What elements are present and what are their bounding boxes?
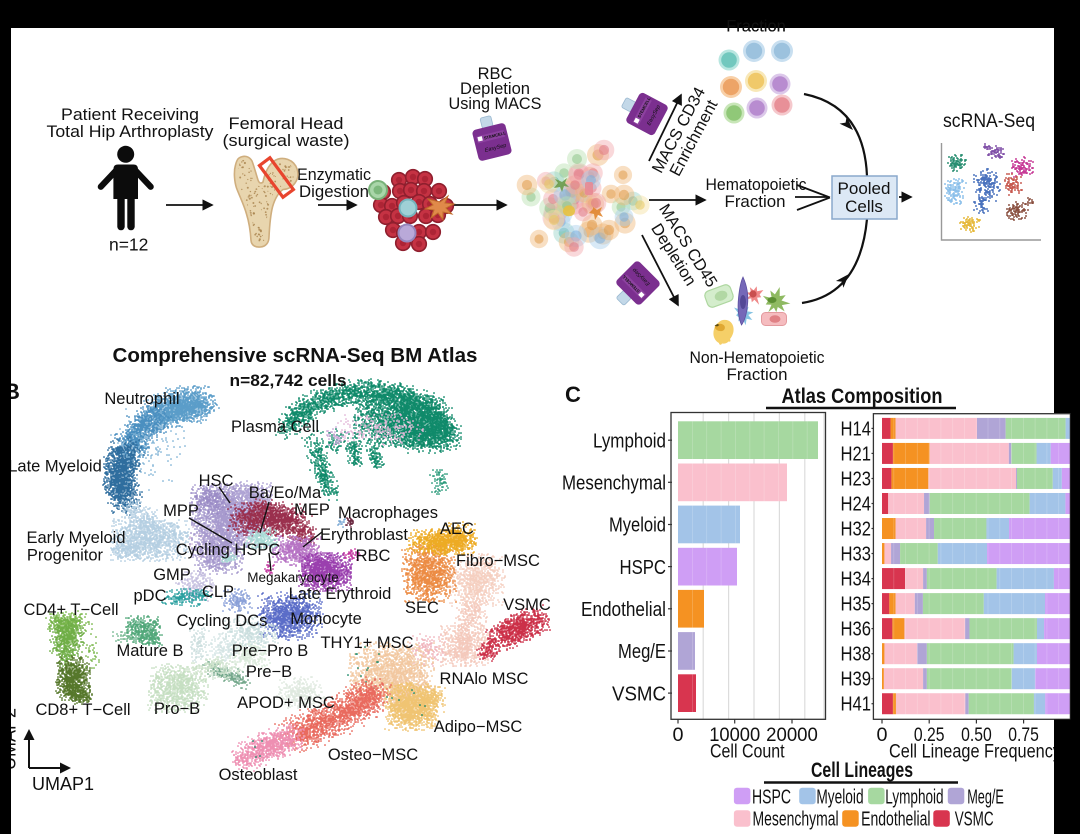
svg-text:VSMC: VSMC [955, 809, 994, 831]
svg-text:Patient Receiving: Patient Receiving [61, 105, 199, 124]
svg-text:Pre−Pro B: Pre−Pro B [232, 642, 309, 660]
svg-text:THY1+ MSC: THY1+ MSC [320, 634, 413, 652]
svg-text:Lymphoid: Lymphoid [885, 786, 943, 808]
svg-text:Cell Count: Cell Count [710, 742, 785, 763]
svg-text:SEC: SEC [405, 599, 439, 617]
svg-text:Lymphoid: Lymphoid [593, 429, 666, 452]
svg-text:Meg/E: Meg/E [967, 786, 1004, 808]
svg-text:HSPC: HSPC [752, 786, 791, 808]
svg-text:Fraction: Fraction [725, 193, 786, 211]
svg-text:Osteo−MSC: Osteo−MSC [328, 746, 418, 764]
svg-text:Macrophages: Macrophages [338, 504, 438, 522]
svg-text:GMP: GMP [153, 566, 191, 584]
svg-text:APOD+ MSC: APOD+ MSC [237, 694, 335, 712]
svg-text:Digestion: Digestion [299, 183, 369, 201]
svg-text:Endothelial: Endothelial [581, 598, 666, 621]
svg-text:CLP: CLP [202, 583, 234, 601]
svg-text:MEP: MEP [294, 501, 330, 519]
svg-text:10000: 10000 [709, 725, 760, 746]
svg-text:Using MACS: Using MACS [449, 95, 542, 113]
svg-text:Fraction: Fraction [726, 18, 786, 36]
svg-text:Cycling HSPC: Cycling HSPC [176, 541, 281, 559]
svg-text:0.50: 0.50 [961, 725, 992, 746]
svg-text:H24: H24 [841, 493, 872, 515]
svg-text:Fibro−MSC: Fibro−MSC [456, 552, 540, 570]
svg-text:H14: H14 [841, 418, 872, 440]
svg-text:VSMC: VSMC [612, 682, 666, 705]
svg-text:Adipo−MSC: Adipo−MSC [434, 718, 523, 736]
svg-text:H21: H21 [841, 443, 872, 465]
svg-text:Cycling DCs: Cycling DCs [177, 612, 268, 630]
svg-text:H39: H39 [841, 669, 872, 691]
svg-text:H38: H38 [841, 644, 872, 666]
svg-text:HSC: HSC [199, 472, 234, 490]
svg-text:Pre−B: Pre−B [246, 663, 292, 681]
svg-text:H36: H36 [841, 619, 872, 641]
svg-text:RBC: RBC [356, 547, 391, 565]
svg-text:n=82,742 cells: n=82,742 cells [230, 371, 347, 390]
svg-text:n=12: n=12 [109, 235, 148, 255]
svg-text:HSPC: HSPC [620, 556, 667, 579]
svg-text:Ba/Eo/Ma: Ba/Eo/Ma [249, 484, 322, 502]
svg-text:Mesenchymal: Mesenchymal [753, 809, 839, 831]
svg-text:Endothelial: Endothelial [861, 809, 930, 831]
svg-text:0.75: 0.75 [1008, 725, 1039, 746]
svg-text:Total Hip Arthroplasty: Total Hip Arthroplasty [47, 122, 215, 141]
svg-text:RBC: RBC [478, 65, 513, 83]
svg-text:Erythroblast: Erythroblast [320, 526, 408, 544]
svg-text:Pro−B: Pro−B [154, 700, 200, 718]
svg-text:H34: H34 [841, 569, 872, 591]
svg-text:Comprehensive scRNA-Seq BM Atl: Comprehensive scRNA-Seq BM Atlas [113, 344, 478, 367]
svg-text:Femoral Head: Femoral Head [229, 114, 344, 133]
svg-text:Fraction: Fraction [727, 366, 788, 384]
svg-text:0: 0 [673, 725, 684, 746]
svg-text:Cell Lineage Frequency: Cell Lineage Frequency [889, 742, 1061, 763]
svg-text:Pooled: Pooled [838, 179, 891, 198]
svg-text:scRNA-Seq: scRNA-Seq [943, 110, 1035, 132]
svg-text:(surgical waste): (surgical waste) [223, 131, 350, 150]
svg-text:Neutrophil: Neutrophil [104, 390, 179, 408]
svg-text:Megakaryocyte: Megakaryocyte [247, 570, 339, 585]
svg-text:Monocyte: Monocyte [290, 610, 362, 628]
svg-text:Atlas Composition: Atlas Composition [782, 385, 943, 408]
svg-text:Mature B: Mature B [117, 642, 184, 660]
svg-text:H33: H33 [841, 544, 872, 566]
svg-text:Hematopoietic: Hematopoietic [706, 176, 807, 194]
svg-text:Late Myeloid: Late Myeloid [8, 458, 102, 476]
svg-text:H41: H41 [841, 694, 872, 716]
svg-text:pDC: pDC [133, 587, 166, 605]
svg-text:Non-Hematopoietic: Non-Hematopoietic [690, 349, 825, 367]
svg-text:Myeloid: Myeloid [816, 786, 863, 808]
svg-text:VSMC: VSMC [503, 596, 551, 614]
svg-text:Meg/E: Meg/E [618, 640, 666, 663]
svg-text:MPP: MPP [163, 502, 199, 520]
svg-text:0.25: 0.25 [914, 725, 945, 746]
svg-text:Depletion: Depletion [460, 80, 530, 98]
svg-text:H32: H32 [841, 519, 872, 541]
svg-text:20000: 20000 [766, 725, 818, 746]
svg-text:Plasma Cell: Plasma Cell [231, 418, 319, 436]
svg-text:Myeloid: Myeloid [609, 514, 666, 537]
svg-text:0: 0 [877, 725, 888, 746]
svg-text:Enzymatic: Enzymatic [297, 166, 371, 184]
svg-text:Cells: Cells [845, 197, 883, 216]
svg-text:Early Myeloid: Early Myeloid [26, 529, 125, 547]
svg-text:CD8+ T−Cell: CD8+ T−Cell [35, 701, 130, 719]
svg-text:UMAP1: UMAP1 [32, 774, 94, 794]
svg-text:RNAlo MSC: RNAlo MSC [440, 670, 529, 688]
svg-text:H23: H23 [841, 468, 872, 490]
svg-text:AEC: AEC [440, 520, 474, 538]
svg-text:C: C [565, 382, 581, 407]
svg-text:Late Erythroid: Late Erythroid [289, 585, 392, 603]
svg-text:Progenitor: Progenitor [27, 547, 104, 565]
svg-text:H35: H35 [841, 594, 872, 616]
svg-text:Osteoblast: Osteoblast [219, 766, 298, 784]
svg-text:Mesenchymal: Mesenchymal [562, 472, 666, 495]
svg-text:Cell Lineages: Cell Lineages [811, 759, 913, 782]
svg-text:CD4+ T−Cell: CD4+ T−Cell [23, 601, 118, 619]
